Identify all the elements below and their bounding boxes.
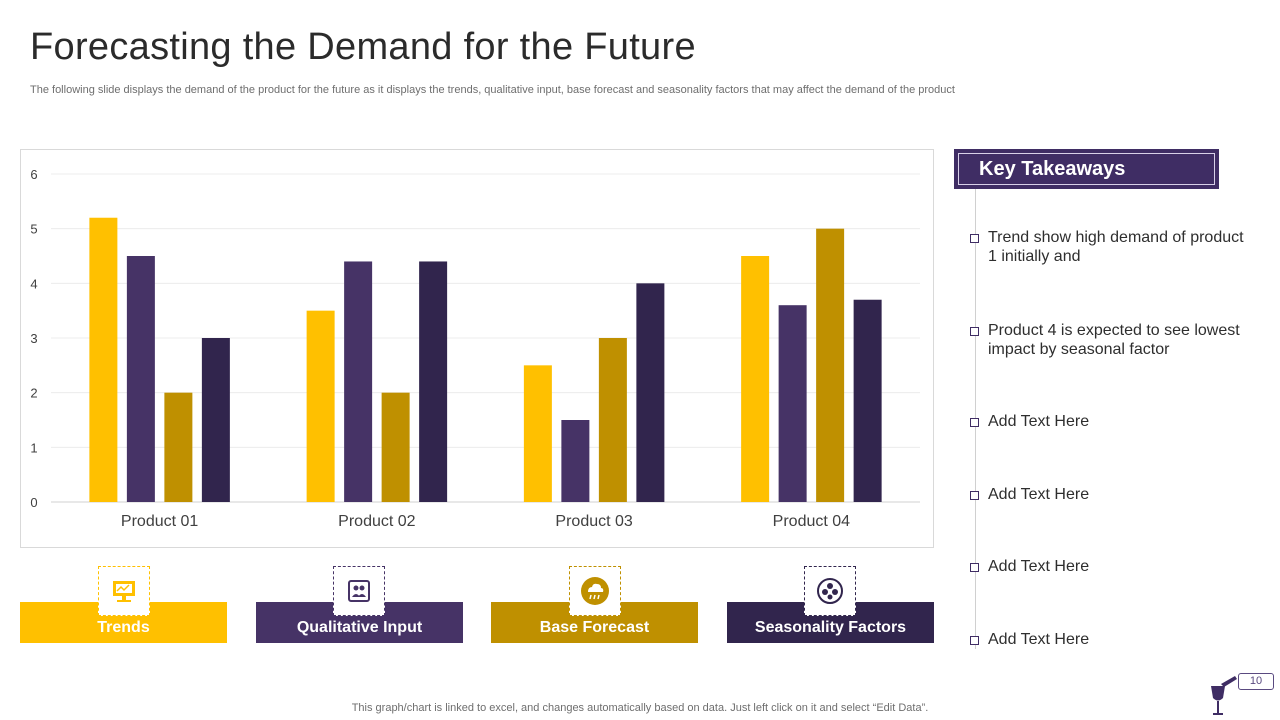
y-tick-label: 5 <box>30 222 37 237</box>
y-tick-label: 2 <box>30 386 37 401</box>
bar <box>853 299 882 502</box>
y-tick-label: 0 <box>30 495 37 510</box>
page-title: Forecasting the Demand for the Future <box>30 26 696 68</box>
bar <box>523 365 552 502</box>
bar <box>126 256 155 502</box>
bar <box>306 310 335 502</box>
bar-chart-svg: 0 1 2 3 4 5 6 Product 01 Product 02 Product 03 Pro… <box>30 167 920 530</box>
bar <box>778 305 807 502</box>
bullet-square-icon <box>970 234 979 243</box>
qualitative-input-label: Qualitative Input <box>296 618 423 636</box>
bar <box>164 392 193 502</box>
bullet-square-icon <box>970 327 979 336</box>
x-category-label: Product 02 <box>338 513 415 530</box>
page-subtitle: The following slide displays the demand … <box>30 84 955 96</box>
bar <box>201 338 230 502</box>
bullet-square-icon <box>970 563 979 572</box>
bar <box>816 228 845 502</box>
weather-seasons-icon <box>804 566 856 616</box>
y-tick-label: 1 <box>30 440 37 455</box>
team-meeting-icon <box>333 566 385 616</box>
takeaway-text[interactable]: Product 4 is expected to see lowest impa… <box>988 322 1240 358</box>
x-category-label: Product 03 <box>555 513 632 530</box>
presentation-board-icon <box>98 566 150 616</box>
bar-chart[interactable]: 0 1 2 3 4 5 6 Product 01 Product 02 Product 03 Pro… <box>20 149 934 548</box>
rain-cloud-icon <box>569 566 621 616</box>
takeaway-text[interactable]: Add Text Here <box>988 486 1090 503</box>
bar <box>89 217 118 502</box>
bullet-square-icon <box>970 491 979 500</box>
footer-note: This graph/chart is linked to excel, and… <box>351 702 929 714</box>
bar <box>741 256 770 502</box>
x-category-label: Product 04 <box>773 513 850 530</box>
base-forecast-button[interactable]: Base Forecast <box>491 602 698 643</box>
bar <box>381 392 410 502</box>
key-takeaways-title: Key Takeaways <box>958 153 1215 185</box>
base-forecast-label: Base Forecast <box>539 618 650 636</box>
bar <box>598 338 627 502</box>
trends-label: Trends <box>97 618 150 636</box>
takeaway-text[interactable]: Add Text Here <box>988 413 1090 430</box>
x-category-label: Product 01 <box>121 513 198 530</box>
wine-bottle-logo-icon <box>1211 676 1237 715</box>
takeaway-text[interactable]: Add Text Here <box>988 631 1090 648</box>
seasonality-factors-label: Seasonality Factors <box>754 618 907 636</box>
takeaway-text[interactable]: Add Text Here <box>988 558 1090 575</box>
bar <box>561 420 590 502</box>
takeaway-text[interactable]: Trend show high demand of product 1 init… <box>988 229 1244 265</box>
page-number: 10 <box>1238 673 1274 690</box>
key-takeaways-header: Key Takeaways <box>954 149 1219 189</box>
bar <box>344 261 373 502</box>
bar <box>419 261 448 502</box>
bullet-square-icon <box>970 418 979 427</box>
y-tick-label: 3 <box>30 331 37 346</box>
y-tick-label: 6 <box>30 167 37 182</box>
bar <box>636 283 665 502</box>
bullet-square-icon <box>970 636 979 645</box>
y-tick-label: 4 <box>30 276 37 291</box>
